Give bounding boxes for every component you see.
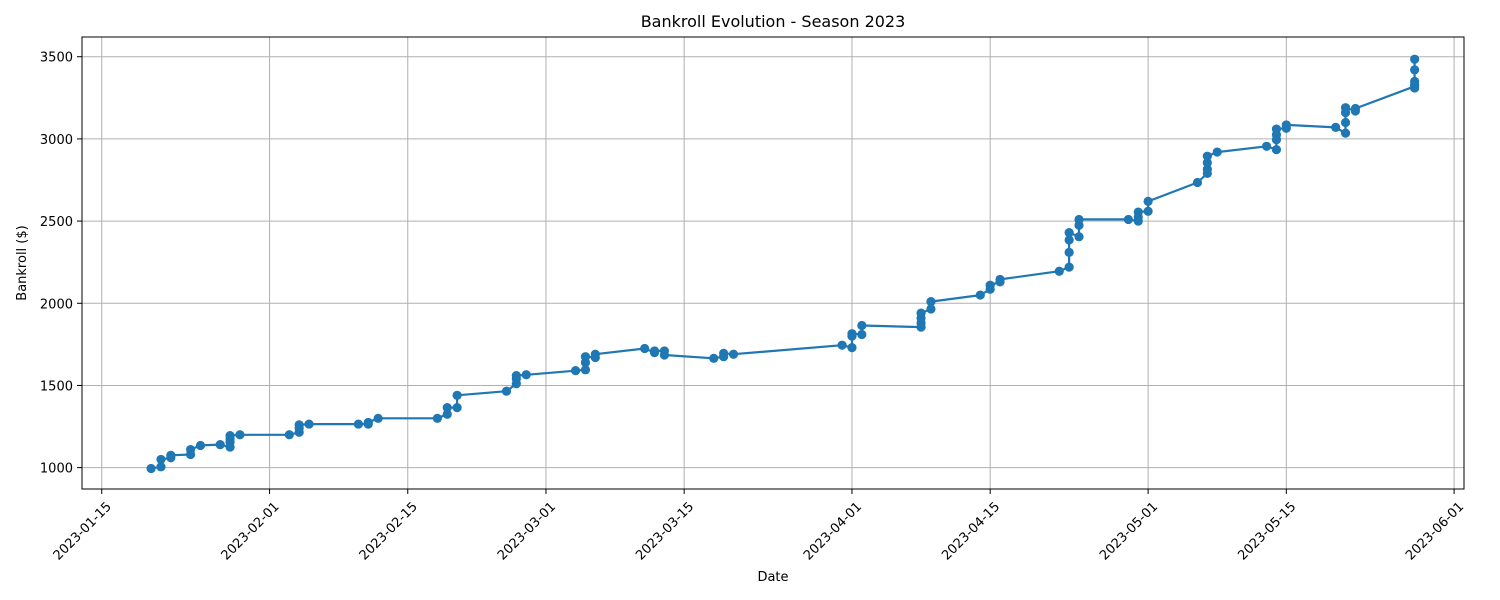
series-line [150, 58, 1416, 470]
x-tick-label: 2023-03-01 [495, 499, 559, 563]
data-point [1410, 54, 1420, 64]
data-point [847, 329, 857, 339]
x-tick-label: 2023-05-01 [1097, 499, 1161, 563]
data-point [570, 366, 581, 376]
data-point [1123, 214, 1133, 225]
y-tick-label: 3000 [40, 133, 73, 148]
data-point [837, 340, 847, 350]
data-point [1064, 227, 1074, 238]
data-point [847, 343, 857, 353]
data-point [1064, 262, 1074, 272]
data-point [1054, 266, 1064, 276]
data-point [659, 350, 670, 360]
data-point [353, 419, 363, 429]
data-point [1331, 122, 1341, 132]
data-point [916, 308, 926, 318]
data-point [1202, 151, 1212, 161]
data-point [1143, 196, 1153, 206]
y-tick-label: 1000 [40, 462, 73, 477]
data-point [146, 463, 156, 474]
data-point [1271, 124, 1282, 134]
x-tick-label: 2023-04-01 [801, 499, 865, 563]
grid-lines [82, 37, 1464, 489]
data-point [1064, 235, 1074, 245]
chart-title: Bankroll Evolution - Season 2023 [641, 12, 906, 31]
x-tick-label: 2023-01-15 [51, 499, 115, 563]
data-point [995, 274, 1005, 285]
data-point [1143, 206, 1153, 216]
data-point [857, 329, 867, 340]
data-point [156, 462, 166, 472]
data-point [432, 413, 442, 423]
data-point [511, 370, 521, 381]
data-point [590, 349, 600, 359]
data-point [719, 348, 729, 358]
data-point [1261, 141, 1272, 151]
y-axis-title: Bankroll ($) [15, 225, 30, 300]
series-line-layer [150, 58, 1416, 470]
data-point [1212, 147, 1222, 157]
y-axis-ticks: 1000 1500 2000 2500 3000 3500 [40, 51, 82, 477]
y-tick-label: 2500 [40, 215, 73, 230]
data-point [452, 390, 462, 400]
data-point [709, 353, 719, 363]
data-point [373, 413, 383, 423]
data-point [1074, 232, 1084, 242]
data-point [580, 352, 591, 362]
data-point [1340, 103, 1351, 113]
data-point [1064, 247, 1074, 257]
data-point [1410, 80, 1420, 90]
data-point [1202, 158, 1212, 168]
data-point [521, 370, 531, 380]
data-point [728, 349, 739, 359]
data-point [294, 420, 304, 430]
x-tick-label: 2023-06-01 [1403, 499, 1467, 563]
data-point [580, 365, 591, 375]
data-point [185, 444, 196, 455]
data-point [1281, 120, 1291, 130]
data-point [225, 430, 235, 441]
data-point [975, 290, 985, 300]
data-point [442, 403, 452, 413]
data-point [926, 297, 936, 307]
data-point [215, 440, 225, 450]
data-point [442, 409, 452, 419]
data-point [156, 454, 166, 465]
data-points-layer [146, 54, 1420, 474]
data-point [501, 386, 512, 396]
data-point [1410, 65, 1420, 75]
x-tick-label: 2023-02-15 [357, 499, 421, 563]
x-tick-label: 2023-02-01 [219, 499, 283, 563]
data-point [195, 440, 206, 451]
plot-frame [81, 36, 1465, 490]
x-axis-title: Date [757, 570, 788, 585]
x-tick-label: 2023-04-15 [939, 499, 1003, 563]
data-point [166, 450, 176, 460]
x-tick-label: 2023-03-15 [633, 499, 697, 563]
data-point [1202, 164, 1212, 174]
data-point [452, 403, 462, 413]
x-axis-ticks: 2023-01-15 2023-02-01 2023-02-15 2023-03-01… [51, 489, 1467, 563]
data-point [1271, 144, 1282, 155]
data-point [1133, 207, 1143, 217]
y-tick-label: 3500 [40, 51, 73, 66]
data-point [363, 417, 373, 428]
data-point [284, 430, 294, 440]
data-point [857, 320, 867, 331]
data-point [926, 304, 936, 314]
data-point [1350, 103, 1361, 114]
data-point [985, 280, 995, 290]
data-point [1340, 128, 1351, 138]
data-point [1340, 117, 1351, 128]
data-point [640, 343, 650, 354]
data-point [1192, 177, 1203, 188]
data-point [649, 346, 660, 356]
y-tick-label: 2000 [40, 297, 73, 312]
data-point [235, 430, 245, 440]
y-tick-label: 1500 [40, 379, 73, 394]
data-point [1074, 214, 1084, 225]
data-point [304, 419, 314, 429]
x-tick-label: 2023-05-15 [1235, 499, 1299, 563]
